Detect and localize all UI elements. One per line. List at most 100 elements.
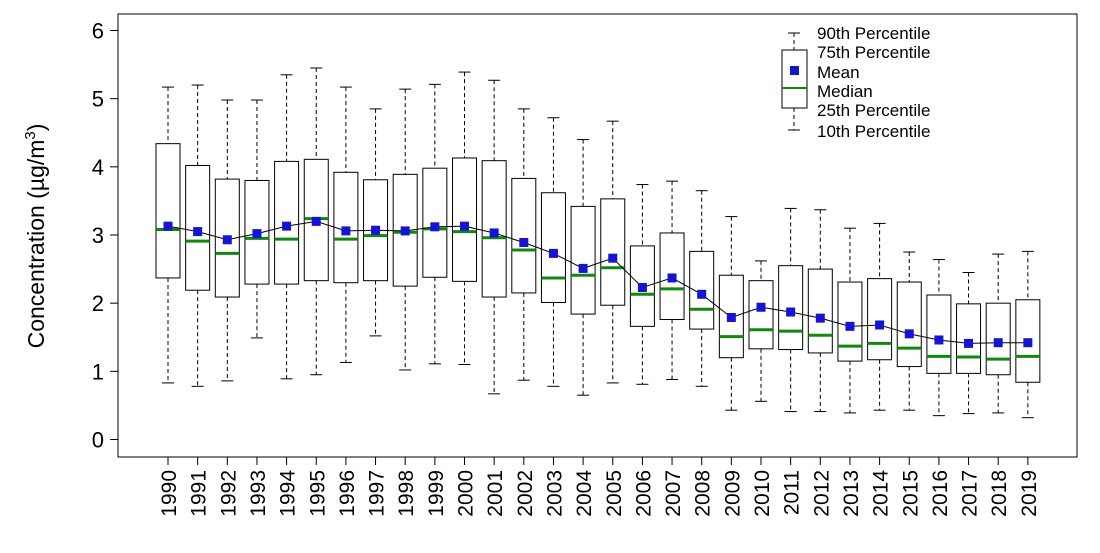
- box-2005: [600, 120, 626, 384]
- x-tick-label: 2004: [573, 470, 596, 517]
- mean-marker: [1023, 338, 1033, 348]
- x-tick-label: 2011: [781, 470, 804, 515]
- iqr-box: [689, 250, 715, 330]
- y-tick-label: 5: [92, 87, 104, 112]
- mean-marker: [519, 237, 529, 247]
- legend-p90-label: 90th Percentile: [817, 24, 930, 43]
- x-tick-label: 2017: [959, 470, 982, 517]
- legend-mean-label: Mean: [817, 63, 860, 82]
- iqr-box: [718, 274, 744, 359]
- box-2017: [956, 271, 982, 415]
- iqr-box: [1015, 299, 1041, 383]
- x-tick-label: 1995: [306, 470, 329, 517]
- mean-marker: [726, 312, 736, 322]
- iqr-box: [244, 179, 270, 285]
- x-tick-label: 1997: [366, 470, 389, 517]
- box-2015: [896, 251, 922, 411]
- y-axis-title: Concentration (µg/m3): [22, 124, 49, 349]
- x-tick-label: 2019: [1018, 470, 1041, 517]
- iqr-box: [778, 265, 804, 351]
- iqr-box: [600, 198, 626, 306]
- mean-marker: [193, 227, 203, 237]
- mean-marker: [400, 226, 410, 236]
- box-2006: [629, 184, 655, 385]
- x-tick-label: 1998: [395, 470, 418, 517]
- box-series: [155, 67, 1041, 419]
- iqr-box: [422, 167, 448, 278]
- box-2014: [867, 222, 893, 411]
- mean-marker: [964, 338, 974, 348]
- mean-marker: [282, 221, 292, 231]
- box-2016: [926, 259, 952, 417]
- box-2002: [511, 108, 537, 381]
- iqr-box: [867, 278, 893, 361]
- iqr-box: [274, 160, 300, 285]
- box-2001: [481, 79, 507, 395]
- x-tick-label: 2014: [870, 470, 893, 517]
- x-tick-label: 2010: [751, 470, 774, 517]
- iqr-box: [155, 143, 181, 279]
- x-tick-label: 2006: [632, 470, 655, 517]
- x-tick-label: 2005: [603, 470, 626, 517]
- box-1990: [155, 86, 181, 384]
- x-axis: 1990 1991 1992 1993 1994 1995 1996 1997 1998 1999…: [158, 457, 1041, 517]
- mean-marker: [786, 307, 796, 317]
- mean-marker: [637, 282, 647, 292]
- mean-series: [163, 216, 1033, 348]
- mean-marker: [163, 221, 173, 231]
- box-1996: [333, 86, 359, 363]
- x-tick-label: 2018: [988, 470, 1011, 517]
- x-tick-label: 2000: [455, 470, 478, 517]
- x-tick-label: 2002: [514, 470, 537, 517]
- mean-marker: [252, 229, 262, 239]
- mean-marker: [697, 289, 707, 299]
- box-2008: [689, 190, 715, 387]
- legend-mean-marker: [790, 66, 799, 75]
- box-2012: [807, 209, 833, 413]
- x-tick-label: 2015: [899, 470, 922, 517]
- legend-median-label: Median: [817, 82, 873, 101]
- y-axis: 0 1 2 3 4 5 6: [92, 19, 118, 453]
- y-tick-label: 1: [92, 359, 104, 384]
- mean-marker: [311, 216, 321, 226]
- box-1991: [185, 84, 211, 387]
- iqr-box: [481, 160, 507, 298]
- iqr-box: [837, 281, 863, 362]
- legend: 90th Percentile 75th Percentile Mean Med…: [781, 24, 930, 141]
- mean-marker: [222, 235, 232, 245]
- legend-box: [781, 49, 808, 109]
- mean-connector-line: [167, 220, 1028, 344]
- iqr-box: [956, 303, 982, 374]
- x-tick-label: 1992: [217, 470, 240, 517]
- mean-marker: [845, 321, 855, 331]
- iqr-box: [985, 302, 1011, 376]
- mean-marker: [460, 221, 469, 231]
- iqr-box: [511, 177, 537, 294]
- iqr-box: [452, 157, 477, 282]
- x-tick-label: 2009: [721, 470, 744, 517]
- mean-marker: [875, 320, 885, 330]
- box-2013: [837, 227, 863, 414]
- x-tick-label: 2013: [840, 470, 863, 517]
- mean-marker: [371, 225, 381, 235]
- box-1995: [303, 67, 329, 376]
- mean-marker: [667, 273, 677, 283]
- y-tick-label: 0: [92, 428, 104, 453]
- box-2011: [778, 207, 804, 413]
- mean-marker: [904, 329, 914, 339]
- y-tick-label: 4: [92, 155, 104, 180]
- x-tick-label: 1994: [277, 470, 300, 517]
- x-tick-label: 1993: [247, 470, 270, 517]
- mean-marker: [993, 338, 1003, 348]
- x-tick-label: 2003: [543, 470, 566, 517]
- iqr-box: [214, 178, 240, 298]
- iqr-box: [629, 245, 655, 327]
- mean-marker: [578, 263, 588, 273]
- x-tick-label: 1996: [336, 470, 359, 517]
- mean-marker: [608, 253, 618, 263]
- iqr-box: [807, 268, 833, 354]
- x-tick-label: 1990: [158, 470, 181, 517]
- iqr-box: [896, 281, 922, 368]
- plot-frame: [117, 13, 1078, 458]
